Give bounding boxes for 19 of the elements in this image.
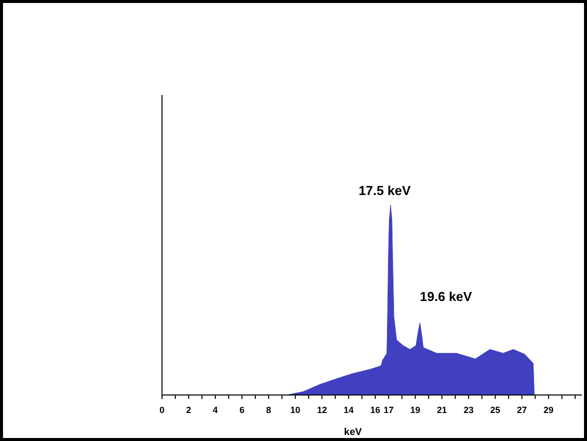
x-tick-label: 16	[370, 405, 380, 415]
x-tick-label: 2	[186, 405, 192, 415]
x-tick-label: 27	[516, 405, 527, 415]
x-tick-label: 17	[384, 405, 394, 415]
x-tick-label: 21	[436, 405, 447, 415]
x-tick-label: 8	[266, 405, 272, 415]
x-axis-title: keV	[344, 427, 362, 438]
x-tick-label: 29	[544, 405, 554, 415]
x-tick-label: 4	[212, 405, 218, 415]
x-tick-label: 19	[410, 405, 420, 415]
annotation: 19.6 keV	[420, 288, 472, 304]
x-tick-label: 6	[239, 405, 244, 415]
x-tick-label: 23	[464, 405, 474, 415]
text: 17.5 keV	[358, 183, 411, 198]
x-tick-label: 12	[316, 405, 327, 415]
x-tick-label: 14	[344, 405, 354, 415]
x-tick-label: 0	[159, 405, 165, 415]
x-tick-label: 25	[490, 405, 500, 415]
x-tick-label: 10	[290, 405, 300, 415]
